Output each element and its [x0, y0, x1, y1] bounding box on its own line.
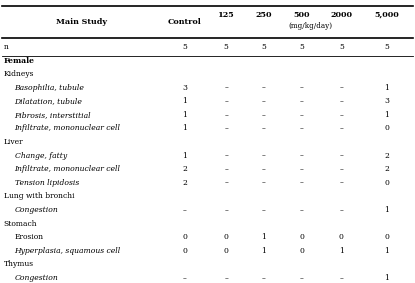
Text: Infiltrate, mononuclear cell: Infiltrate, mononuclear cell	[15, 125, 120, 132]
Text: –: –	[300, 179, 304, 187]
Text: –: –	[300, 125, 304, 132]
Text: Tension lipidosis: Tension lipidosis	[15, 179, 79, 187]
Text: –: –	[261, 152, 266, 160]
Text: –: –	[224, 97, 228, 105]
Text: –: –	[183, 274, 187, 282]
Text: Infiltrate, mononuclear cell: Infiltrate, mononuclear cell	[15, 165, 120, 173]
Text: –: –	[261, 165, 266, 173]
Text: 0: 0	[339, 233, 344, 241]
Text: n: n	[4, 43, 9, 51]
Text: Control: Control	[168, 18, 202, 26]
Text: 1: 1	[385, 111, 389, 119]
Text: Fibrosis, interstitial: Fibrosis, interstitial	[15, 111, 91, 119]
Text: 2: 2	[182, 165, 187, 173]
Text: –: –	[261, 84, 266, 92]
Text: 1: 1	[182, 152, 187, 160]
Text: Basophilia, tubule: Basophilia, tubule	[15, 84, 84, 92]
Text: –: –	[339, 111, 343, 119]
Text: 5: 5	[300, 43, 304, 51]
Text: 2: 2	[182, 179, 187, 187]
Text: 2: 2	[385, 152, 389, 160]
Text: 1: 1	[385, 247, 389, 255]
Text: Erosion: Erosion	[15, 233, 44, 241]
Text: Hyperplasia, squamous cell: Hyperplasia, squamous cell	[15, 247, 121, 255]
Text: –: –	[339, 274, 343, 282]
Text: Liver: Liver	[4, 138, 23, 146]
Text: –: –	[183, 206, 187, 214]
Text: 5: 5	[385, 43, 389, 51]
Text: –: –	[224, 179, 228, 187]
Text: –: –	[224, 111, 228, 119]
Text: Congestion: Congestion	[15, 274, 58, 282]
Text: –: –	[261, 111, 266, 119]
Text: –: –	[224, 125, 228, 132]
Text: (mg/kg/day): (mg/kg/day)	[288, 22, 332, 30]
Text: –: –	[224, 84, 228, 92]
Text: –: –	[339, 179, 343, 187]
Text: –: –	[261, 125, 266, 132]
Text: 0: 0	[300, 247, 304, 255]
Text: –: –	[224, 274, 228, 282]
Text: 1: 1	[261, 247, 266, 255]
Text: –: –	[339, 84, 343, 92]
Text: Main Study: Main Study	[56, 18, 107, 26]
Text: 0: 0	[224, 247, 229, 255]
Text: –: –	[261, 179, 266, 187]
Text: –: –	[261, 274, 266, 282]
Text: –: –	[224, 206, 228, 214]
Text: 5: 5	[261, 43, 266, 51]
Text: 1: 1	[385, 274, 389, 282]
Text: –: –	[300, 206, 304, 214]
Text: 0: 0	[385, 179, 389, 187]
Text: 2000: 2000	[330, 11, 352, 19]
Text: 5: 5	[182, 43, 187, 51]
Text: 0: 0	[300, 233, 304, 241]
Text: –: –	[339, 152, 343, 160]
Text: 1: 1	[182, 111, 187, 119]
Text: 3: 3	[182, 84, 187, 92]
Text: Congestion: Congestion	[15, 206, 58, 214]
Text: 1: 1	[261, 233, 266, 241]
Text: –: –	[300, 84, 304, 92]
Text: 2: 2	[385, 165, 389, 173]
Text: –: –	[339, 125, 343, 132]
Text: –: –	[339, 97, 343, 105]
Text: Female: Female	[4, 57, 35, 65]
Text: –: –	[224, 165, 228, 173]
Text: 1: 1	[339, 247, 344, 255]
Text: 5: 5	[224, 43, 229, 51]
Text: 5: 5	[339, 43, 344, 51]
Text: Stomach: Stomach	[4, 220, 37, 228]
Text: 1: 1	[385, 84, 389, 92]
Text: –: –	[300, 97, 304, 105]
Text: –: –	[339, 165, 343, 173]
Text: –: –	[224, 152, 228, 160]
Text: 125: 125	[218, 11, 234, 19]
Text: Change, fatty: Change, fatty	[15, 152, 67, 160]
Text: –: –	[261, 206, 266, 214]
Text: 0: 0	[385, 233, 389, 241]
Text: –: –	[261, 97, 266, 105]
Text: Thymus: Thymus	[4, 260, 34, 268]
Text: 1: 1	[182, 125, 187, 132]
Text: –: –	[339, 206, 343, 214]
Text: –: –	[300, 111, 304, 119]
Text: Dilatation, tubule: Dilatation, tubule	[15, 97, 83, 105]
Text: Lung with bronchi: Lung with bronchi	[4, 192, 74, 200]
Text: 1: 1	[182, 97, 187, 105]
Text: –: –	[300, 274, 304, 282]
Text: –: –	[300, 152, 304, 160]
Text: –: –	[300, 165, 304, 173]
Text: 5,000: 5,000	[375, 11, 399, 19]
Text: 250: 250	[255, 11, 272, 19]
Text: 500: 500	[294, 11, 310, 19]
Text: 0: 0	[385, 125, 389, 132]
Text: 0: 0	[224, 233, 229, 241]
Text: 0: 0	[182, 233, 187, 241]
Text: 1: 1	[385, 206, 389, 214]
Text: 0: 0	[182, 247, 187, 255]
Text: 3: 3	[384, 97, 390, 105]
Text: Kidneys: Kidneys	[4, 70, 34, 78]
